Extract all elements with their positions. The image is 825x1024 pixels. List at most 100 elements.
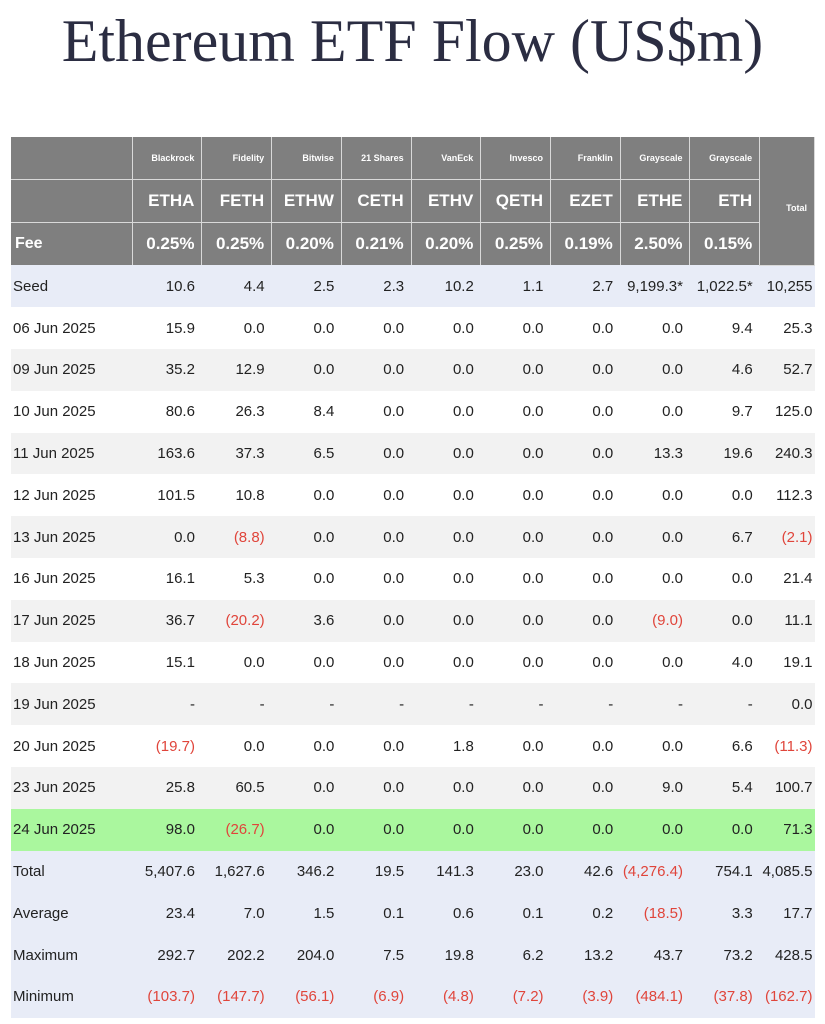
flow-cell: 23.0 bbox=[480, 850, 551, 893]
issuer-header: Blackrock bbox=[132, 137, 203, 180]
row-label: Total bbox=[11, 850, 133, 893]
flow-cell: 0.2 bbox=[550, 892, 621, 935]
flow-cell: 0.0 bbox=[341, 808, 412, 851]
flow-cell: (56.1) bbox=[271, 976, 342, 1018]
row-label: 19 Jun 2025 bbox=[11, 683, 133, 726]
flow-cell: 346.2 bbox=[271, 850, 342, 893]
row-label: Minimum bbox=[11, 976, 133, 1018]
flow-cell: 0.0 bbox=[341, 767, 412, 809]
flow-cell: 0.0 bbox=[480, 432, 551, 475]
flow-cell: 0.0 bbox=[271, 808, 342, 851]
flow-cell: 0.1 bbox=[480, 892, 551, 935]
fee-value: 0.25% bbox=[480, 222, 552, 265]
flow-cell: 0.0 bbox=[480, 349, 551, 391]
flow-cell: - bbox=[341, 683, 412, 726]
row-label: 09 Jun 2025 bbox=[11, 349, 133, 391]
row-total-cell: 17.7 bbox=[759, 892, 815, 935]
flow-cell: 0.0 bbox=[411, 307, 481, 350]
flow-cell: - bbox=[411, 683, 481, 726]
fee-value: 0.21% bbox=[341, 222, 412, 265]
table-row: 11 Jun 2025 163.6 37.3 6.5 0.0 0.0 0.0 0.0 13.3 1… bbox=[11, 432, 815, 475]
flow-cell: (8.8) bbox=[201, 516, 272, 559]
flow-cell: 1,022.5* bbox=[689, 265, 760, 308]
row-total-cell: 100.7 bbox=[759, 767, 815, 809]
ticker-header: EZET bbox=[550, 179, 621, 223]
flow-cell: (147.7) bbox=[201, 976, 272, 1018]
flow-cell: 6.6 bbox=[689, 725, 760, 768]
flow-cell: 0.0 bbox=[411, 767, 481, 809]
flow-cell: 73.2 bbox=[689, 934, 760, 977]
flow-cell: 0.0 bbox=[550, 767, 621, 809]
flow-cell: 19.6 bbox=[689, 432, 760, 475]
flow-cell: (4.8) bbox=[411, 976, 481, 1018]
row-total-cell: 112.3 bbox=[759, 474, 815, 517]
flow-cell: 1.5 bbox=[271, 892, 342, 935]
flow-cell: 0.0 bbox=[201, 725, 272, 768]
table-row: 20 Jun 2025 (19.7) 0.0 0.0 0.0 1.8 0.0 0.0 0.0 6.… bbox=[11, 725, 815, 768]
fee-header-row: Fee 0.25% 0.25% 0.20% 0.21% 0.20% 0.25% … bbox=[11, 222, 815, 265]
etf-flow-table-container: Blackrock Fidelity Bitwise 21 Shares Van… bbox=[11, 137, 815, 1018]
flow-cell: 0.0 bbox=[550, 349, 621, 391]
ticker-header: FETH bbox=[201, 179, 273, 223]
row-total-cell: 240.3 bbox=[759, 432, 815, 475]
table-row: 06 Jun 2025 15.9 0.0 0.0 0.0 0.0 0.0 0.0 0.0 9.4 2… bbox=[11, 307, 815, 350]
table-header: Blackrock Fidelity Bitwise 21 Shares Van… bbox=[11, 137, 815, 266]
row-label: 11 Jun 2025 bbox=[11, 432, 133, 475]
row-label: 06 Jun 2025 bbox=[11, 307, 133, 350]
flow-cell: 0.0 bbox=[620, 474, 690, 517]
flow-cell: 0.0 bbox=[689, 599, 760, 642]
flow-cell: - bbox=[689, 683, 760, 726]
flow-cell: 25.8 bbox=[132, 767, 202, 809]
ticker-header: ETH bbox=[689, 179, 761, 223]
flow-cell: 0.0 bbox=[689, 558, 760, 600]
flow-cell: 141.3 bbox=[411, 850, 481, 893]
flow-cell: 60.5 bbox=[201, 767, 272, 809]
flow-cell: 13.3 bbox=[620, 432, 690, 475]
row-label: 18 Jun 2025 bbox=[11, 641, 133, 684]
table-row: 09 Jun 2025 35.2 12.9 0.0 0.0 0.0 0.0 0.0 0.0 4.6… bbox=[11, 349, 815, 391]
flow-cell: - bbox=[620, 683, 690, 726]
row-label: 23 Jun 2025 bbox=[11, 767, 133, 809]
flow-cell: 3.6 bbox=[271, 599, 342, 642]
flow-cell: 0.0 bbox=[550, 432, 621, 475]
flow-cell: 0.1 bbox=[341, 892, 412, 935]
flow-cell: 0.0 bbox=[480, 474, 551, 517]
flow-cell: (103.7) bbox=[132, 976, 202, 1018]
flow-cell: 0.0 bbox=[411, 808, 481, 851]
flow-cell: 1.1 bbox=[480, 265, 551, 308]
header-blank-cell bbox=[11, 179, 133, 223]
issuer-header: Fidelity bbox=[201, 137, 273, 180]
flow-cell: 4.6 bbox=[689, 349, 760, 391]
flow-cell: 0.0 bbox=[689, 808, 760, 851]
row-label: 24 Jun 2025 bbox=[11, 808, 133, 851]
flow-cell: 0.0 bbox=[271, 307, 342, 350]
flow-cell: 0.0 bbox=[480, 390, 551, 433]
flow-cell: 98.0 bbox=[132, 808, 202, 851]
row-label: 12 Jun 2025 bbox=[11, 474, 133, 517]
flow-cell: 15.1 bbox=[132, 641, 202, 684]
flow-cell: 0.0 bbox=[480, 599, 551, 642]
issuer-header-row: Blackrock Fidelity Bitwise 21 Shares Van… bbox=[11, 137, 815, 266]
flow-cell: 2.5 bbox=[271, 265, 342, 308]
flow-cell: 0.0 bbox=[480, 307, 551, 350]
row-total-cell: 11.1 bbox=[759, 599, 815, 642]
table-row: 16 Jun 2025 16.1 5.3 0.0 0.0 0.0 0.0 0.0 0.0 0.0 2… bbox=[11, 558, 815, 600]
flow-cell: 204.0 bbox=[271, 934, 342, 977]
flow-cell: 0.0 bbox=[480, 725, 551, 768]
table-row: 17 Jun 2025 36.7 (20.2) 3.6 0.0 0.0 0.0 0.0 (9.0… bbox=[11, 599, 815, 642]
summary-row: Average 23.4 7.0 1.5 0.1 0.6 0.1 0.2 (18.5) 3.3 17… bbox=[11, 892, 815, 935]
flow-cell: (37.8) bbox=[689, 976, 760, 1018]
flow-cell: 6.2 bbox=[480, 934, 551, 977]
summary-row: Maximum 292.7 202.2 204.0 7.5 19.8 6.2 13.2 43.7… bbox=[11, 934, 815, 977]
issuer-header: Grayscale bbox=[620, 137, 691, 180]
flow-cell: 0.0 bbox=[341, 432, 412, 475]
flow-cell: 101.5 bbox=[132, 474, 202, 517]
fee-value: 0.25% bbox=[132, 222, 203, 265]
flow-cell: 0.0 bbox=[550, 808, 621, 851]
row-label: Maximum bbox=[11, 934, 133, 977]
row-label: 10 Jun 2025 bbox=[11, 390, 133, 433]
flow-cell: 0.0 bbox=[411, 432, 481, 475]
seed-row: Seed 10.6 4.4 2.5 2.3 10.2 1.1 2.7 9,199.3* 1,022… bbox=[11, 265, 815, 308]
table-row: 12 Jun 2025 101.5 10.8 0.0 0.0 0.0 0.0 0.0 0.0 0.… bbox=[11, 474, 815, 517]
flow-cell: 0.0 bbox=[480, 641, 551, 684]
